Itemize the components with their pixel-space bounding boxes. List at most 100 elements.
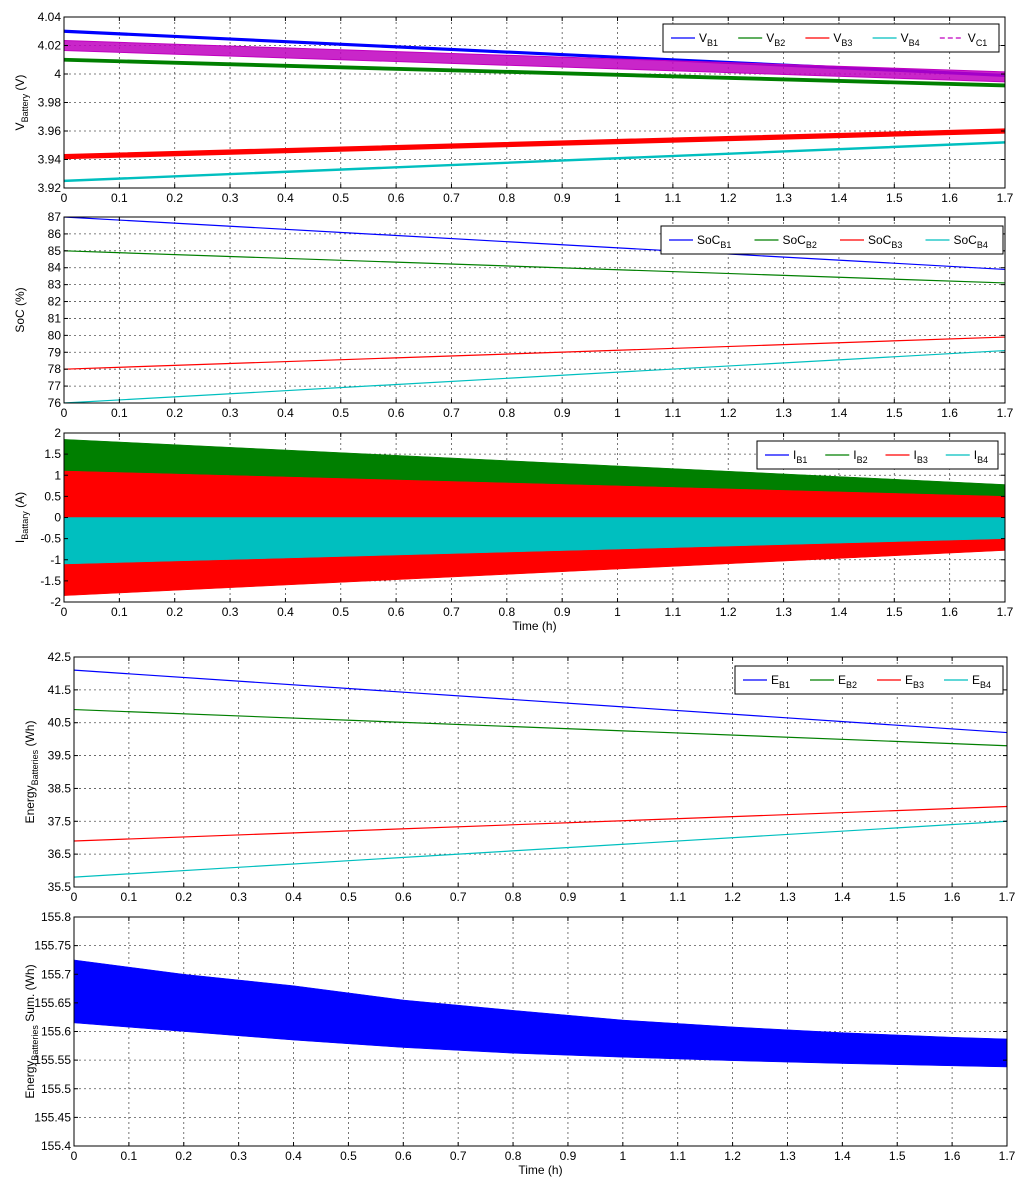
x-tick-label: 0.6 <box>388 605 405 619</box>
legend-label-B3: EB3 <box>905 673 924 690</box>
y-tick-label: 0 <box>54 511 61 525</box>
series-line-B3 <box>64 336 1005 370</box>
series-line-B1 <box>74 669 1007 734</box>
x-tick-label: 1.7 <box>997 406 1014 420</box>
y-tick-label: 155.65 <box>34 996 71 1010</box>
y-tick-label: 79 <box>48 345 62 359</box>
x-tick-label: 1.6 <box>944 1149 961 1163</box>
legend-label-B4: IB4 <box>974 448 988 465</box>
y-tick-label: 1 <box>54 468 61 482</box>
x-tick-label: 0 <box>61 605 68 619</box>
y-tick-label: 1.5 <box>44 447 61 461</box>
y-tick-label: 0.5 <box>44 489 61 503</box>
x-tick-label: 0.5 <box>340 1149 357 1163</box>
x-tick-label: 0.9 <box>560 890 577 904</box>
y-tick-label: 3.94 <box>38 153 62 167</box>
x-tick-label: 0.5 <box>340 890 357 904</box>
series-group <box>64 217 1005 403</box>
series-group <box>74 959 1007 1068</box>
x-tick-label: 1.3 <box>779 1149 796 1163</box>
y-tick-label: 4 <box>54 67 61 81</box>
legend-label-B3: IB3 <box>914 448 928 465</box>
y-tick-label: 42.5 <box>48 650 72 664</box>
y-tick-label: 155.7 <box>41 967 71 981</box>
x-axis-label: Time (h) <box>518 1163 562 1177</box>
x-tick-label: 0.1 <box>121 1149 138 1163</box>
chart-2: 0 0.1 0.2 0.3 0.4 0.5 0.6 0.7 0.8 0.9 1 1.1 1.2 1.3 1.… <box>13 210 1014 420</box>
y-tick-label: 3.96 <box>38 124 62 138</box>
x-tick-label: 0 <box>61 191 68 205</box>
x-tick-label: 0.6 <box>395 1149 412 1163</box>
x-tick-label: 1.2 <box>720 191 737 205</box>
x-tick-label: 1.7 <box>997 191 1014 205</box>
legend: EB1 EB2 EB3 EB4 <box>734 665 1004 695</box>
x-axis-label: Time (h) <box>512 619 556 633</box>
series-band-C1 <box>64 40 1005 83</box>
x-tick-label: 1.4 <box>831 406 848 420</box>
y-tick-label: 155.6 <box>41 1025 71 1039</box>
legend-label-B1: VB1 <box>699 31 718 48</box>
x-tick-label: 0.7 <box>443 605 460 619</box>
x-tick-label: 0.6 <box>395 890 412 904</box>
x-tick-label: 0.8 <box>498 605 515 619</box>
y-tick-label: 83 <box>48 278 62 292</box>
x-tick-label: 1 <box>614 605 621 619</box>
y-axis-label: EnergyBatteries Sum. (Wh) <box>23 964 40 1098</box>
x-tick-label: 1.2 <box>720 605 737 619</box>
x-tick-label: 0.9 <box>554 605 571 619</box>
y-tick-label: 3.92 <box>38 181 62 195</box>
legend-label-B4: EB4 <box>972 673 991 690</box>
x-tick-label: 0.4 <box>285 890 302 904</box>
y-tick-label: 84 <box>48 261 62 275</box>
y-tick-label: 155.4 <box>41 1139 71 1153</box>
legend: SoCB1 SoCB2 SoCB3 SoCB4 <box>660 225 1004 255</box>
y-tick-label: 155.5 <box>41 1082 71 1096</box>
x-tick-label: 0.8 <box>498 191 515 205</box>
legend-label-B2: EB2 <box>838 673 857 690</box>
x-tick-label: 1 <box>619 1149 626 1163</box>
series-band-sum <box>74 959 1007 1068</box>
series-line-B1 <box>64 217 1005 271</box>
legend-label-B2: SoCB2 <box>783 233 817 250</box>
legend-label-B2: VB2 <box>766 31 785 48</box>
y-tick-label: 155.8 <box>41 910 71 924</box>
series-band-B4 <box>64 517 1005 565</box>
y-axis-label: SoC (%) <box>13 287 27 332</box>
series-line-B3 <box>74 805 1007 842</box>
x-tick-label: 0 <box>71 890 78 904</box>
x-tick-label: 0.6 <box>388 191 405 205</box>
x-tick-label: 0.2 <box>175 890 192 904</box>
y-tick-label: 36.5 <box>48 847 72 861</box>
series-line-B2 <box>64 250 1005 284</box>
chart-3: 0 0.1 0.2 0.3 0.4 0.5 0.6 0.7 0.8 0.9 1 1.1 1.2 1.3 1.… <box>13 426 1014 633</box>
x-tick-label: 1.4 <box>834 1149 851 1163</box>
x-tick-label: 0.7 <box>443 406 460 420</box>
x-tick-label: 1.3 <box>775 605 792 619</box>
x-tick-label: 1.6 <box>941 191 958 205</box>
x-tick-label: 1.2 <box>720 406 737 420</box>
x-tick-label: 1.5 <box>889 890 906 904</box>
x-tick-label: 0 <box>61 406 68 420</box>
y-tick-label: 4.02 <box>38 39 62 53</box>
x-tick-label: 1.1 <box>669 1149 686 1163</box>
y-tick-label: 82 <box>48 295 62 309</box>
x-tick-label: 1.2 <box>724 890 741 904</box>
legend: VB1 VB2 VB3 VB4 VC1 <box>662 23 1000 53</box>
y-tick-label: -0.5 <box>40 532 61 546</box>
x-tick-label: 1.4 <box>831 191 848 205</box>
legend-label-B1: IB1 <box>793 448 807 465</box>
chart-1: 0 0.1 0.2 0.3 0.4 0.5 0.6 0.7 0.8 0.9 1 1.1 1.2 1.3 1.… <box>13 10 1014 205</box>
y-tick-label: -2 <box>50 595 61 609</box>
x-tick-label: 0.8 <box>505 890 522 904</box>
x-tick-label: 1.1 <box>665 191 682 205</box>
x-tick-label: 1.5 <box>886 191 903 205</box>
y-tick-label: 39.5 <box>48 749 72 763</box>
series-line-B2 <box>74 708 1007 747</box>
y-tick-label: 155.55 <box>34 1053 71 1067</box>
y-tick-label: 85 <box>48 244 62 258</box>
x-tick-label: 0.2 <box>166 191 183 205</box>
x-tick-label: 0.4 <box>285 1149 302 1163</box>
y-tick-label: 38.5 <box>48 781 72 795</box>
x-tick-label: 0.1 <box>111 406 128 420</box>
